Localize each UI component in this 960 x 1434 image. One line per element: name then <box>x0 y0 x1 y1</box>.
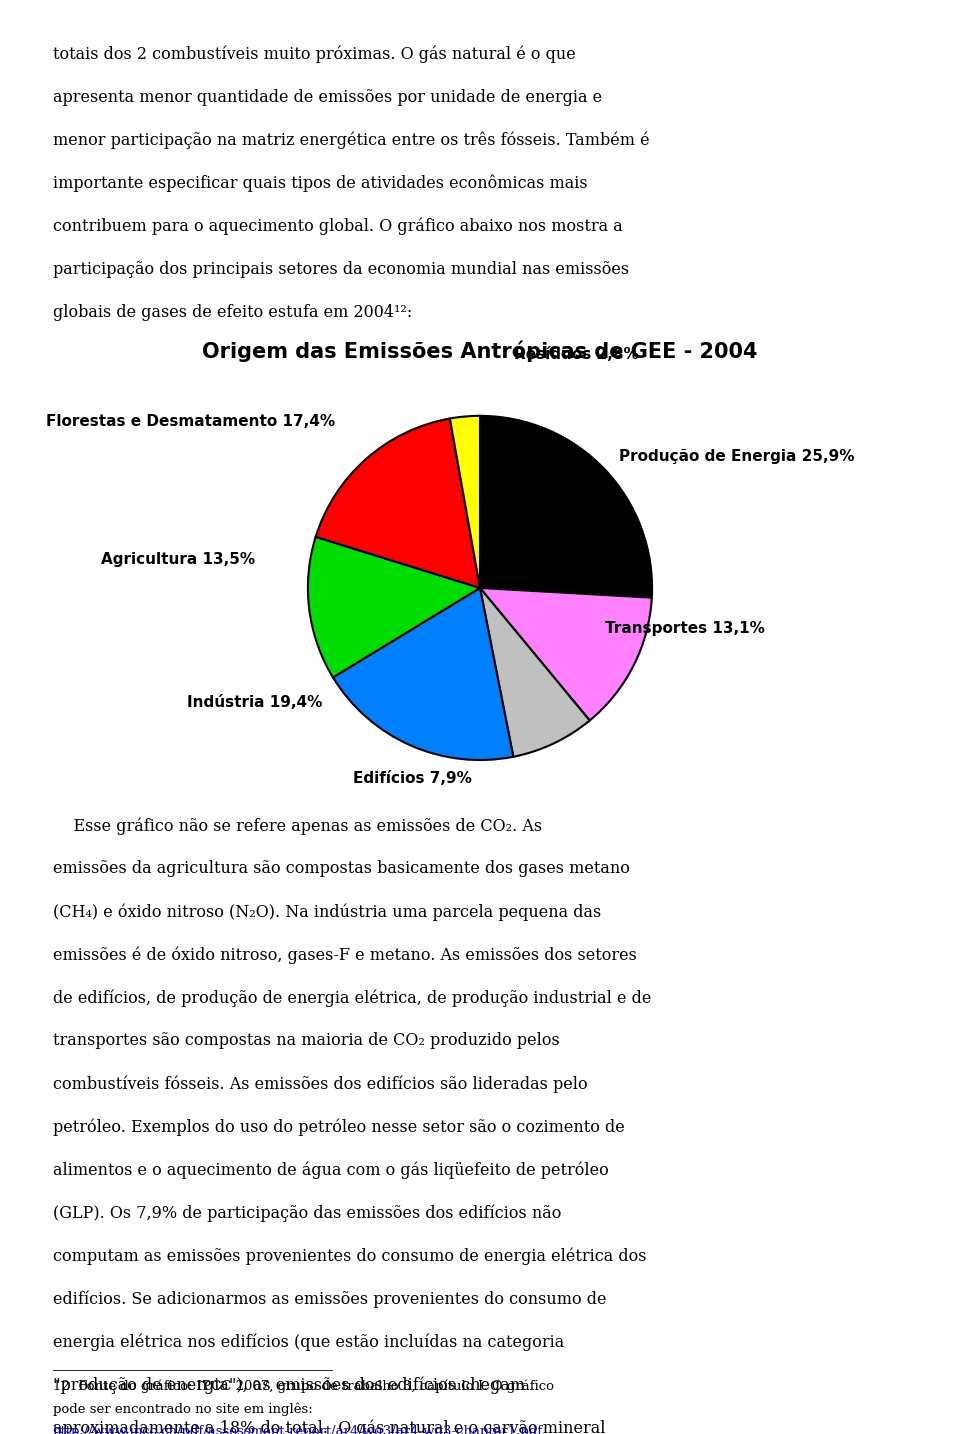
Wedge shape <box>333 588 514 760</box>
Wedge shape <box>316 419 480 588</box>
Text: apresenta menor quantidade de emissões por unidade de energia e: apresenta menor quantidade de emissões p… <box>53 89 602 106</box>
Text: ___________________________________: ___________________________________ <box>53 1354 333 1371</box>
Text: emissões é de óxido nitroso, gases-F e metano. As emissões dos setores: emissões é de óxido nitroso, gases-F e m… <box>53 946 636 964</box>
Text: http://www.ipcc.ch/pdf/assessment-report/ar4/wg3/ar4-wg3-chapter1.pdf: http://www.ipcc.ch/pdf/assessment-report… <box>53 1425 543 1434</box>
Text: totais dos 2 combustíveis muito próximas. O gás natural é o que: totais dos 2 combustíveis muito próximas… <box>53 46 576 63</box>
Text: importante especificar quais tipos de atividades econômicas mais: importante especificar quais tipos de at… <box>53 175 588 192</box>
Text: pode ser encontrado no site em inglês:: pode ser encontrado no site em inglês: <box>53 1402 313 1415</box>
Text: Resíduos 2,8%: Resíduos 2,8% <box>514 347 638 361</box>
Text: petróleo. Exemplos do uso do petróleo nesse setor são o cozimento de: petróleo. Exemplos do uso do petróleo ne… <box>53 1119 625 1136</box>
Text: Edifícios 7,9%: Edifícios 7,9% <box>353 771 472 786</box>
Wedge shape <box>480 416 652 598</box>
Text: Esse gráfico não se refere apenas as emissões de CO₂. As: Esse gráfico não se refere apenas as emi… <box>53 817 542 835</box>
Text: Agricultura 13,5%: Agricultura 13,5% <box>101 552 255 566</box>
Text: 12  Fonte do gráfico: IPCC 2007, grupo de trabalho 3, capítulo I. O gráfico: 12 Fonte do gráfico: IPCC 2007, grupo de… <box>53 1380 554 1392</box>
Wedge shape <box>480 588 589 757</box>
Text: menor participação na matriz energética entre os três fósseis. Também é: menor participação na matriz energética … <box>53 132 649 149</box>
Text: "produção de energia"), as emissões dos edifícios chegam: "produção de energia"), as emissões dos … <box>53 1377 525 1394</box>
Text: energia elétrica nos edifícios (que estão incluídas na categoria: energia elétrica nos edifícios (que estã… <box>53 1334 564 1351</box>
Text: combustíveis fósseis. As emissões dos edifícios são lideradas pelo: combustíveis fósseis. As emissões dos ed… <box>53 1076 588 1093</box>
Text: globais de gases de efeito estufa em 2004¹²:: globais de gases de efeito estufa em 200… <box>53 304 412 321</box>
Text: aproximadamente a 18% do total.  O gás natural e o carvão mineral: aproximadamente a 18% do total. O gás na… <box>53 1420 606 1434</box>
Text: edifícios. Se adicionarmos as emissões provenientes do consumo de: edifícios. Se adicionarmos as emissões p… <box>53 1291 607 1308</box>
Text: transportes são compostas na maioria de CO₂ produzido pelos: transportes são compostas na maioria de … <box>53 1032 560 1050</box>
Text: emissões da agricultura são compostas basicamente dos gases metano: emissões da agricultura são compostas ba… <box>53 860 630 878</box>
Text: alimentos e o aquecimento de água com o gás liqüefeito de petróleo: alimentos e o aquecimento de água com o … <box>53 1162 609 1179</box>
Text: Produção de Energia 25,9%: Produção de Energia 25,9% <box>619 449 854 463</box>
Text: de edifícios, de produção de energia elétrica, de produção industrial e de: de edifícios, de produção de energia elé… <box>53 989 651 1007</box>
Wedge shape <box>480 588 652 720</box>
Text: Florestas e Desmatamento 17,4%: Florestas e Desmatamento 17,4% <box>46 414 335 429</box>
Text: (GLP). Os 7,9% de participação das emissões dos edifícios não: (GLP). Os 7,9% de participação das emiss… <box>53 1205 562 1222</box>
Wedge shape <box>450 416 480 588</box>
Text: Indústria 19,4%: Indústria 19,4% <box>187 695 323 710</box>
Text: (CH₄) e óxido nitroso (N₂O). Na indústria uma parcela pequena das: (CH₄) e óxido nitroso (N₂O). Na indústri… <box>53 903 601 921</box>
Text: participação dos principais setores da economia mundial nas emissões: participação dos principais setores da e… <box>53 261 629 278</box>
Text: Transportes 13,1%: Transportes 13,1% <box>605 621 765 635</box>
Text: contribuem para o aquecimento global. O gráfico abaixo nos mostra a: contribuem para o aquecimento global. O … <box>53 218 622 235</box>
Wedge shape <box>308 536 480 677</box>
Text: Origem das Emissões Antrópicas de GEE - 2004: Origem das Emissões Antrópicas de GEE - … <box>203 341 757 361</box>
Text: computam as emissões provenientes do consumo de energia elétrica dos: computam as emissões provenientes do con… <box>53 1248 646 1265</box>
